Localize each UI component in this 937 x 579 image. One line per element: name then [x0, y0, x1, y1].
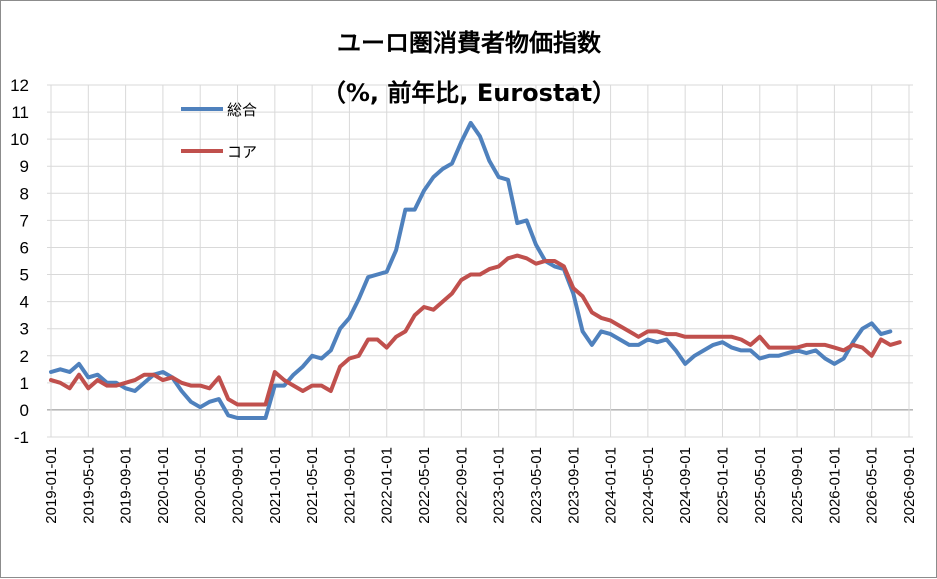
y-tick-label: 10 — [10, 130, 29, 149]
legend-label-コア: コア — [227, 143, 257, 161]
x-tick-label: 2022-09-01 — [453, 447, 470, 524]
x-tick-label: 2022-01-01 — [379, 447, 396, 524]
series-line-総合 — [49, 120, 893, 420]
x-tick-label: 2026-01-01 — [826, 447, 843, 524]
legend: 総合 コア — [181, 101, 257, 161]
gridlines — [47, 84, 913, 438]
x-tick-label: 2020-05-01 — [192, 447, 209, 524]
y-tick-label: 1 — [20, 374, 29, 393]
y-tick-label: 9 — [20, 157, 29, 176]
x-tick-label: 2023-01-01 — [491, 447, 508, 524]
x-tick-label: 2020-09-01 — [230, 447, 247, 524]
x-tick-label: 2025-09-01 — [789, 447, 806, 524]
y-tick-label: 0 — [20, 401, 29, 420]
x-tick-label: 2019-01-01 — [43, 447, 60, 524]
legend-label-総合: 総合 — [227, 101, 257, 119]
x-tick-label: 2019-05-01 — [80, 447, 97, 524]
y-tick-label: 2 — [20, 347, 29, 366]
y-tick-label: 5 — [20, 266, 29, 285]
y-tick-label: 7 — [20, 211, 29, 230]
x-tick-label: 2024-09-01 — [677, 447, 694, 524]
x-tick-label: 2022-05-01 — [416, 447, 433, 524]
chart-title: ユーロ圏消費者物価指数 — [337, 29, 602, 57]
x-tick-label: 2021-01-01 — [267, 447, 284, 524]
y-tick-label: -1 — [14, 428, 29, 447]
series-lines — [49, 120, 902, 420]
x-tick-label: 2021-05-01 — [304, 447, 321, 524]
y-tick-label: 12 — [10, 76, 29, 95]
x-tick-label: 2023-05-01 — [528, 447, 545, 524]
x-tick-label: 2021-09-01 — [341, 447, 358, 524]
x-tick-label: 2024-01-01 — [603, 447, 620, 524]
y-tick-label: 3 — [20, 320, 29, 339]
x-tick-label: 2024-05-01 — [640, 447, 657, 524]
series-line-コア — [49, 253, 902, 407]
x-tick-label: 2023-09-01 — [565, 447, 582, 524]
y-tick-label: 6 — [20, 238, 29, 257]
chart-subtitle: （%, 前年比, Eurostat） — [322, 79, 616, 107]
x-tick-label: 2019-09-01 — [118, 447, 135, 524]
y-tick-label: 11 — [11, 103, 29, 122]
y-tick-label: 8 — [20, 184, 29, 203]
x-tick-label: 2026-09-01 — [901, 447, 918, 524]
x-tick-label: 2025-05-01 — [752, 447, 769, 524]
x-tick-label: 2020-01-01 — [155, 447, 172, 524]
y-tick-label: 4 — [20, 293, 29, 312]
x-tick-label: 2025-01-01 — [714, 447, 731, 524]
x-tick-label: 2026-05-01 — [864, 447, 881, 524]
